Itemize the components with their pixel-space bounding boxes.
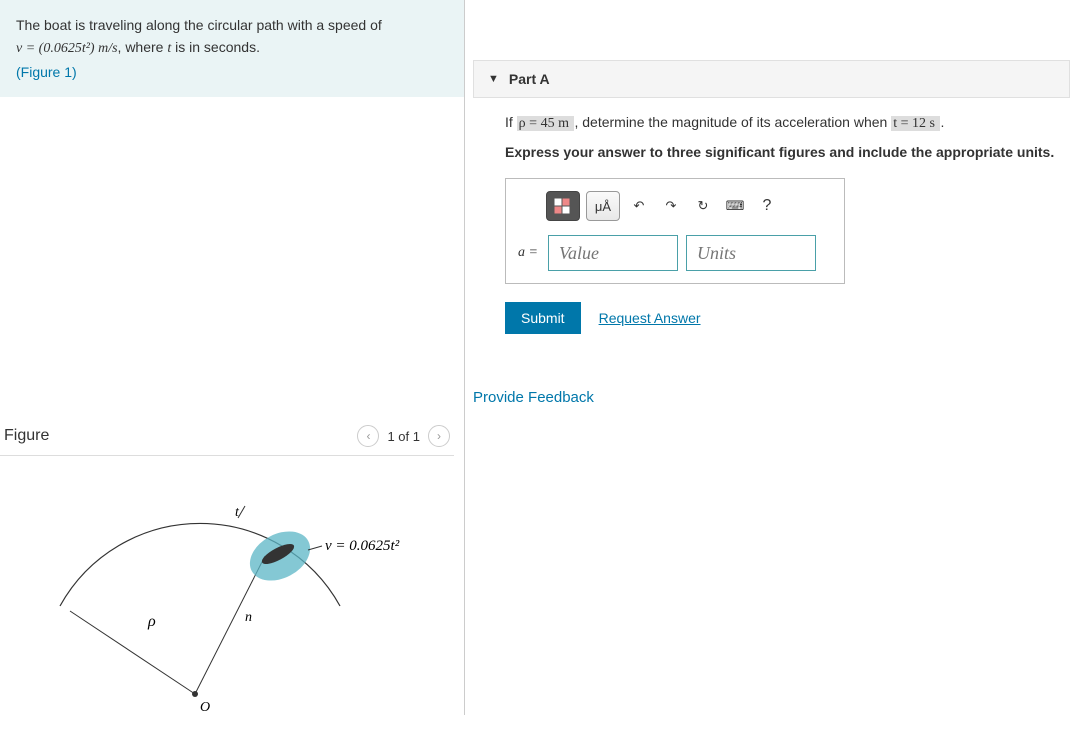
reset-button[interactable]: ↻ xyxy=(690,191,716,221)
part-header[interactable]: ▼ Part A xyxy=(473,60,1070,98)
figure-prev-button[interactable]: ‹ xyxy=(357,425,379,447)
figure-diagram: ρ t n O v = 0.0625t² xyxy=(0,496,464,729)
eq-units: m/s xyxy=(95,41,118,56)
rho-label: ρ xyxy=(147,613,156,630)
figure-title: Figure xyxy=(4,427,49,445)
v-label: v = 0.0625t² xyxy=(325,538,400,554)
problem-text-2: , where xyxy=(118,39,168,55)
t-label: t xyxy=(235,505,240,520)
eq-paren: (0.0625t²) xyxy=(39,41,95,56)
problem-text-1: The boat is traveling along the circular… xyxy=(16,17,382,33)
answer-panel: μÅ ↶ ↷ ↻ ⌨ ? a = xyxy=(505,178,845,284)
help-button[interactable]: ? xyxy=(754,191,780,221)
problem-text-3: is in seconds. xyxy=(171,39,260,55)
request-answer-link[interactable]: Request Answer xyxy=(599,310,701,326)
eq-prefix: v = xyxy=(16,41,39,56)
instruction-text: Express your answer to three significant… xyxy=(505,144,1070,160)
answer-label: a = xyxy=(518,245,538,261)
part-title: Part A xyxy=(509,71,550,87)
undo-button[interactable]: ↶ xyxy=(626,191,652,221)
collapse-caret-icon: ▼ xyxy=(488,73,499,85)
redo-button[interactable]: ↷ xyxy=(658,191,684,221)
figure-page-indicator: 1 of 1 xyxy=(387,429,420,444)
provide-feedback-link[interactable]: Provide Feedback xyxy=(473,389,1078,406)
value-input[interactable] xyxy=(548,235,678,271)
n-label: n xyxy=(245,610,252,625)
units-symbol-button[interactable]: μÅ xyxy=(586,191,620,221)
problem-statement: The boat is traveling along the circular… xyxy=(0,0,464,97)
units-input[interactable] xyxy=(686,235,816,271)
question-text: If ρ = 45 m , determine the magnitude of… xyxy=(505,112,1070,134)
templates-button[interactable] xyxy=(546,191,580,221)
figure-link[interactable]: (Figure 1) xyxy=(16,64,77,80)
figure-next-button[interactable]: › xyxy=(428,425,450,447)
keyboard-button[interactable]: ⌨ xyxy=(722,191,748,221)
submit-button[interactable]: Submit xyxy=(505,302,581,334)
o-label: O xyxy=(200,700,210,715)
